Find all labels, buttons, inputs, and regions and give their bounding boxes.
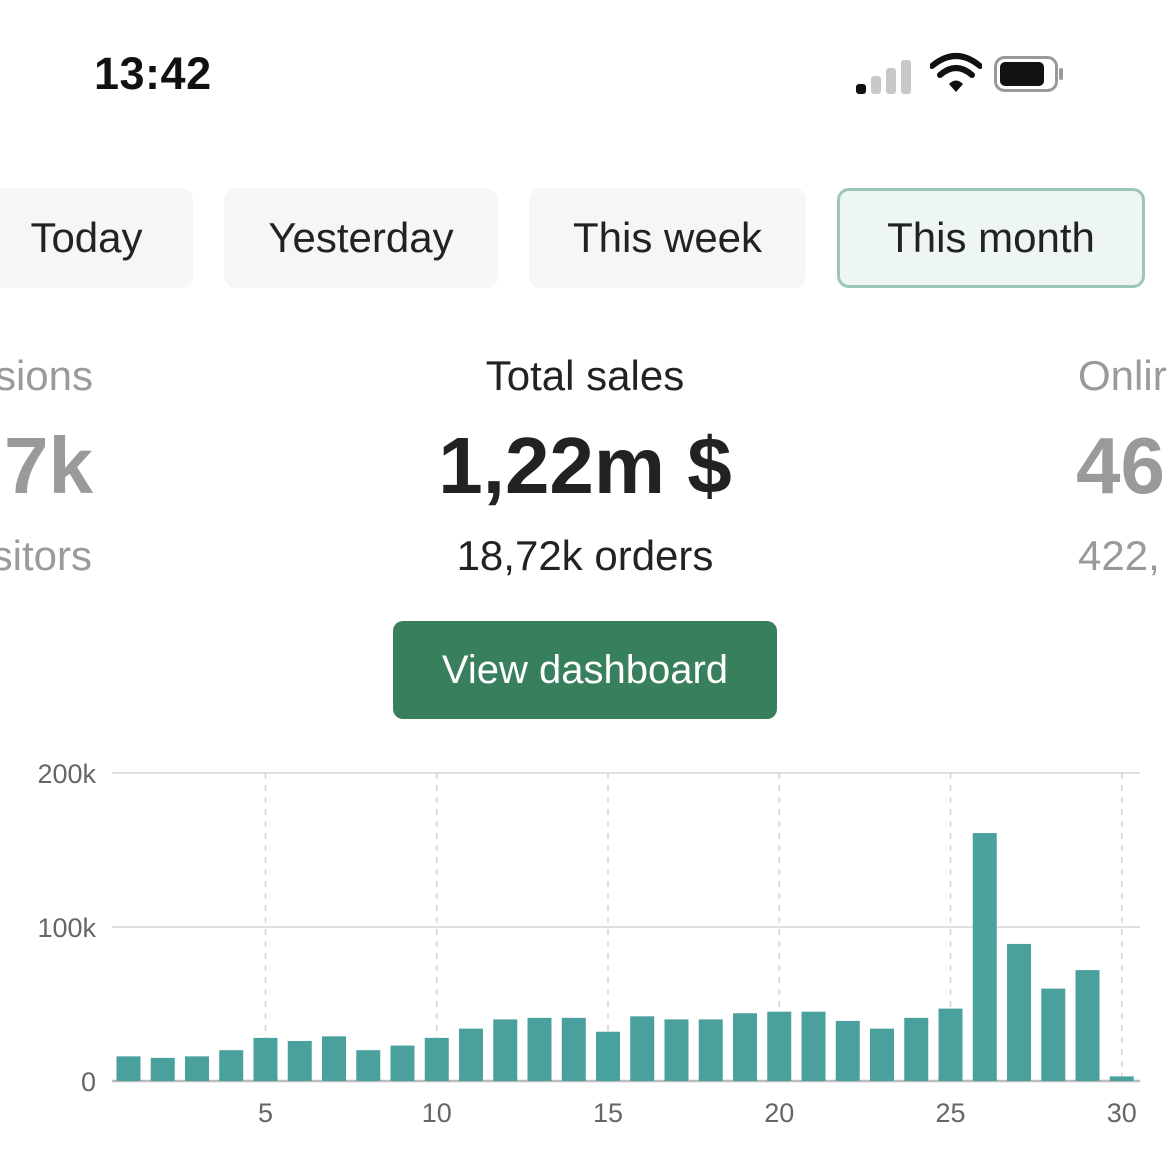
- total-sales-value: 1,22m $: [438, 421, 732, 510]
- online-sub: 422,: [1078, 532, 1160, 579]
- x-tick-label: 30: [1107, 1098, 1137, 1128]
- cellular-signal-icon: [856, 58, 912, 94]
- tab-yesterday[interactable]: Yesterday: [224, 188, 498, 288]
- chart-bar: [733, 1013, 757, 1081]
- chart-bar: [767, 1011, 792, 1081]
- sessions-value: 7k: [4, 421, 93, 510]
- chart-bar: [938, 1008, 963, 1081]
- chart-bar: [596, 1031, 620, 1081]
- chart-bar: [219, 1050, 244, 1081]
- visitors-label: sitors: [0, 532, 92, 579]
- chart-bar: [904, 1017, 929, 1081]
- chart-bar: [1041, 988, 1066, 1081]
- tab-today[interactable]: Today: [0, 188, 193, 288]
- chart-bar: [1109, 1076, 1134, 1081]
- sales-bar-chart: 0 100k 200k 5 10 15 20 25 30: [37, 759, 1140, 1128]
- chart-bar: [356, 1050, 381, 1081]
- chart-bar: [835, 1020, 860, 1081]
- chart-grid: [112, 772, 1140, 1083]
- tab-this-week[interactable]: This week: [529, 188, 806, 288]
- chart-bar: [630, 1016, 655, 1081]
- chart-bar: [698, 1019, 723, 1081]
- chart-bar: [459, 1028, 483, 1081]
- chart-bar: [150, 1057, 175, 1081]
- battery-icon: [994, 56, 1063, 92]
- x-tick-label: 5: [258, 1098, 273, 1128]
- chart-bar: [253, 1037, 278, 1081]
- online-label: Onlir: [1078, 352, 1167, 399]
- y-tick-label: 200k: [37, 759, 96, 789]
- chart-bar: [424, 1037, 449, 1081]
- chart-bar: [390, 1045, 415, 1081]
- chart-bar: [527, 1017, 552, 1081]
- chart-bars: [116, 833, 1134, 1081]
- orders-count: 18,72k orders: [456, 532, 714, 579]
- y-tick-label: 0: [81, 1067, 96, 1097]
- chart-bar: [322, 1036, 346, 1081]
- chart-bar: [1075, 970, 1100, 1081]
- tab-this-month[interactable]: This month: [837, 188, 1145, 288]
- chart-bar: [870, 1028, 894, 1081]
- chart-bar: [664, 1019, 689, 1081]
- chart-bar: [1007, 943, 1031, 1081]
- sessions-label: sions: [0, 352, 93, 399]
- online-value: 46: [1076, 421, 1165, 510]
- x-tick-label: 20: [764, 1098, 794, 1128]
- total-sales-label: Total sales: [485, 352, 685, 399]
- chart-axis-labels: 0 100k 200k 5 10 15 20 25 30: [37, 759, 1136, 1128]
- chart-bar: [185, 1056, 209, 1081]
- chart-bar: [801, 1011, 826, 1081]
- wifi-icon: [930, 53, 982, 92]
- chart-bar: [116, 1056, 141, 1081]
- chart-bar: [561, 1017, 586, 1081]
- x-tick-label: 10: [422, 1098, 452, 1128]
- x-tick-label: 25: [935, 1098, 965, 1128]
- chart-bar: [972, 833, 997, 1081]
- chart-bar: [493, 1019, 518, 1081]
- status-time: 13:42: [94, 48, 212, 99]
- y-tick-label: 100k: [37, 913, 96, 943]
- chart-bar: [287, 1040, 312, 1081]
- x-tick-label: 15: [593, 1098, 623, 1128]
- view-dashboard-button[interactable]: View dashboard: [393, 621, 777, 719]
